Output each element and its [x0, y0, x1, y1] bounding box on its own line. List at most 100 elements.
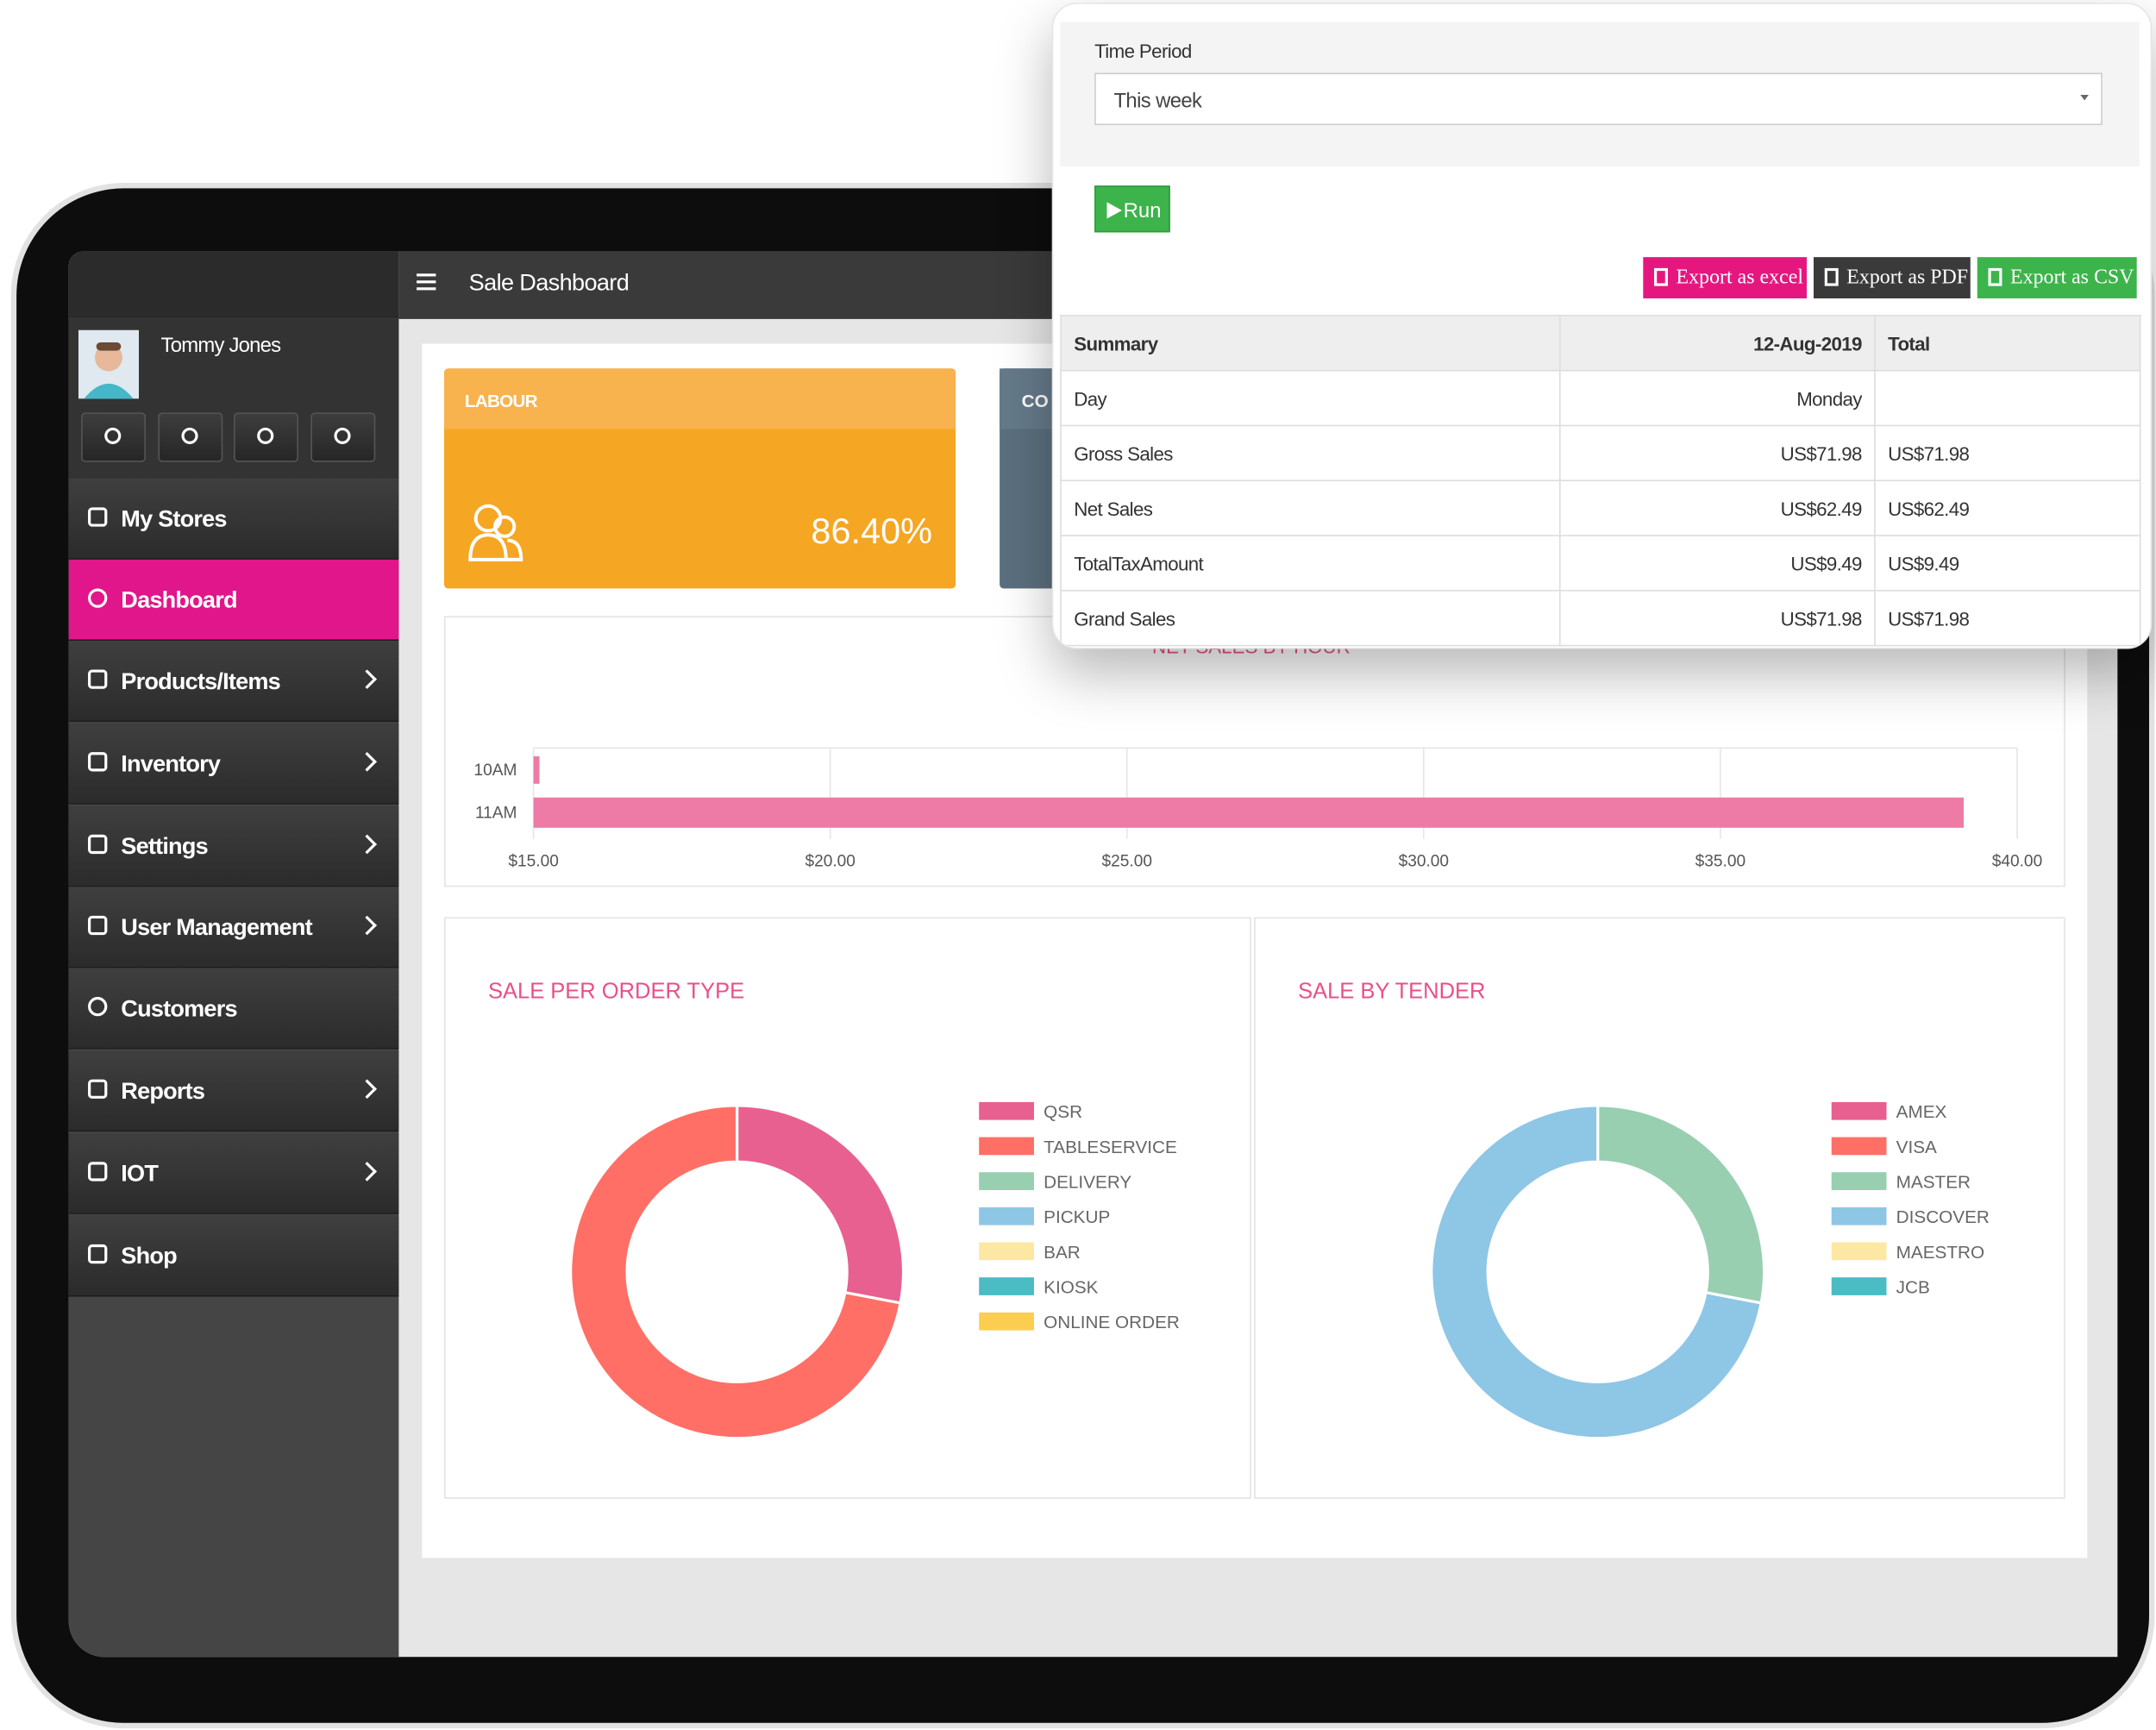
- header-cell: Summary: [1060, 315, 1561, 372]
- profile-button[interactable]: [81, 412, 147, 462]
- menu-item[interactable]: Products/Items: [68, 640, 399, 723]
- menu-label: IOT: [121, 1160, 159, 1187]
- settings-button[interactable]: [158, 412, 223, 462]
- cell: Gross Sales: [1060, 424, 1561, 482]
- pie-panel: [1254, 917, 2065, 1499]
- menu-item[interactable]: Customers: [68, 968, 399, 1050]
- legend-label: PICKUP: [1044, 1207, 1110, 1227]
- donut-slice: [1430, 1104, 1764, 1440]
- cell: US$62.49: [1559, 480, 1876, 536]
- labour-card: LABOUR 86.40%: [443, 368, 956, 589]
- cell: US$71.98: [1559, 589, 1876, 647]
- export-excel-button[interactable]: Export as excel: [1643, 257, 1808, 298]
- table-row: Gross Sales US$71.98 US$71.98: [1060, 424, 2141, 482]
- legend-label: ONLINE ORDER: [1044, 1313, 1180, 1332]
- table-row: TotalTaxAmount US$9.49 US$9.49: [1060, 535, 2141, 592]
- hamburger-icon[interactable]: [417, 273, 436, 277]
- pie-panel: [443, 917, 1251, 1499]
- menu-item[interactable]: Shop: [68, 1215, 399, 1297]
- card-title: LABOUR: [464, 390, 538, 411]
- x-tick-label: $25.00: [1102, 852, 1153, 870]
- legend-swatch: [979, 1312, 1034, 1331]
- select-arrow: [2080, 95, 2089, 101]
- menu-label: Reports: [121, 1078, 205, 1105]
- menu-label: Dashboard: [121, 586, 237, 614]
- legend-label: DELIVERY: [1044, 1173, 1131, 1193]
- cell: TotalTaxAmount: [1060, 535, 1561, 592]
- export-csv-button[interactable]: Export as CSV: [1977, 257, 2137, 298]
- button-label: Export as PDF: [1846, 266, 1969, 289]
- cell: US$71.98: [1874, 589, 2141, 647]
- legend-label: QSR: [1044, 1102, 1082, 1122]
- cell: Grand Sales: [1060, 589, 1561, 647]
- legend-label: AMEX: [1896, 1102, 1947, 1122]
- x-tick-label: $35.00: [1695, 852, 1746, 870]
- help-button[interactable]: [234, 412, 298, 462]
- user-name: Tommy Jones: [160, 334, 282, 358]
- sidebar-top: [68, 251, 399, 319]
- legend-label: BAR: [1044, 1243, 1081, 1263]
- table-header: Summary 12-Aug-2019 Total: [1060, 315, 2141, 372]
- menu-item[interactable]: Inventory: [68, 723, 399, 805]
- menu-label: My Stores: [121, 505, 227, 533]
- menu-item[interactable]: Reports: [68, 1050, 399, 1132]
- legend-label: KIOSK: [1044, 1278, 1099, 1298]
- card-value: 86.40%: [811, 510, 932, 552]
- donut-slice: [735, 1104, 906, 1305]
- table-row: Net Sales US$62.49 US$62.49: [1060, 480, 2141, 536]
- menu-item-active[interactable]: Dashboard: [68, 559, 399, 641]
- cell: Monday: [1559, 369, 1876, 427]
- legend-swatch: [1831, 1207, 1887, 1225]
- cell: US$71.98: [1874, 424, 2141, 482]
- table-row: Grand Sales US$71.98 US$71.98: [1060, 589, 2141, 647]
- legend-swatch: [979, 1101, 1034, 1120]
- donut-slice: [1596, 1104, 1766, 1305]
- x-tick-label: $40.00: [1992, 852, 2043, 870]
- menu-label: User Management: [121, 914, 312, 941]
- header-cell: 12-Aug-2019: [1559, 315, 1876, 372]
- bar: [533, 755, 540, 784]
- legend-label: VISA: [1896, 1138, 1937, 1157]
- donut-chart: SALE BY TENDER AMEX VISA MASTER DISCOVER MAES…: [1298, 980, 1990, 1440]
- legend-swatch: [979, 1172, 1034, 1190]
- cell: US$9.49: [1874, 535, 2141, 592]
- export-pdf-button[interactable]: Export as PDF: [1814, 257, 1971, 298]
- donut-chart: SALE PER ORDER TYPE QSR TABLESERVICE DELIVE…: [488, 980, 1180, 1440]
- legend-swatch: [1831, 1172, 1887, 1190]
- menu-item[interactable]: My Stores: [68, 478, 399, 560]
- menu-item[interactable]: IOT: [68, 1132, 399, 1214]
- run-button[interactable]: Run: [1094, 185, 1170, 233]
- cell: US$9.49: [1559, 535, 1876, 592]
- cell: US$62.49: [1874, 480, 2141, 536]
- select-value: This week: [1113, 89, 1202, 113]
- table-row: Day Monday: [1060, 369, 2141, 427]
- legend-swatch: [979, 1207, 1034, 1225]
- legend-label: MASTER: [1896, 1173, 1971, 1193]
- logout-button[interactable]: [310, 412, 376, 462]
- menu-item[interactable]: User Management: [68, 887, 399, 968]
- menu-label: Customers: [121, 995, 237, 1022]
- x-tick-label: $15.00: [508, 852, 559, 870]
- legend-label: JCB: [1896, 1278, 1930, 1298]
- cell: US$71.98: [1559, 424, 1876, 482]
- legend-label: MAESTRO: [1896, 1243, 1984, 1263]
- menu-item[interactable]: Settings: [68, 805, 399, 887]
- report-popup: Time Period This week Run Export as exce…: [1051, 3, 2153, 649]
- legend-swatch: [979, 1277, 1034, 1295]
- y-tick-label: 10AM: [474, 762, 517, 780]
- run-label: Run: [1123, 199, 1162, 223]
- cell: Net Sales: [1060, 480, 1561, 536]
- card-header: [443, 368, 956, 429]
- legend-swatch: [1831, 1242, 1887, 1261]
- cell: [1874, 369, 2141, 427]
- legend-label: DISCOVER: [1896, 1207, 1990, 1227]
- legend-swatch: [979, 1242, 1034, 1261]
- time-period-select[interactable]: This week: [1094, 72, 2103, 126]
- button-label: Export as excel: [1676, 266, 1803, 289]
- chart-title: SALE PER ORDER TYPE: [488, 980, 744, 1004]
- button-label: Export as CSV: [2009, 266, 2134, 289]
- legend-label: TABLESERVICE: [1044, 1138, 1177, 1157]
- menu-label: Inventory: [121, 750, 221, 777]
- menu-label: Settings: [121, 833, 208, 860]
